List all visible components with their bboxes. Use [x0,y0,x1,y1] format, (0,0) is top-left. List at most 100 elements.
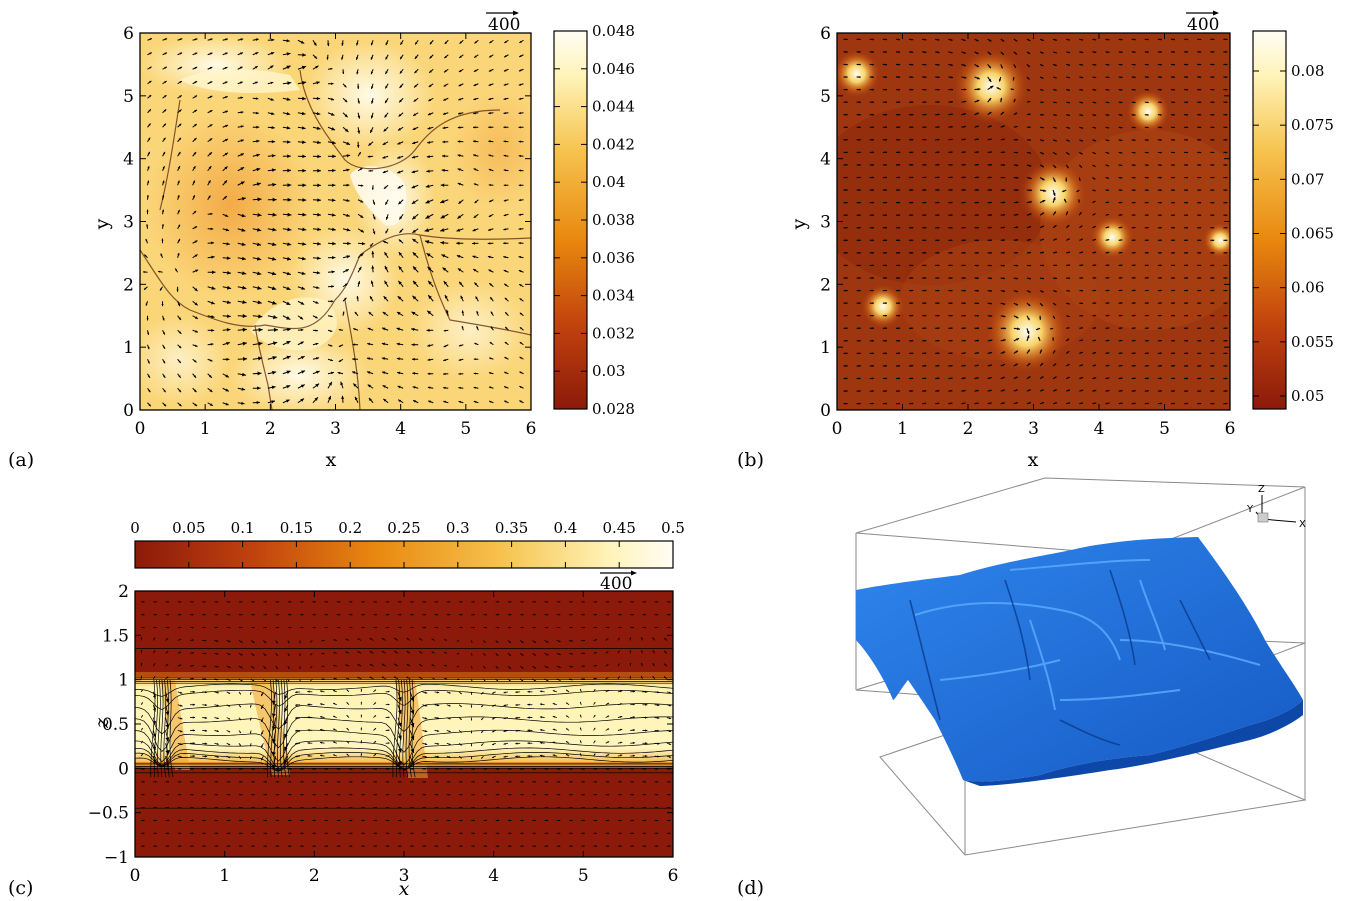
panel-a-vector-head [146,318,149,321]
panel-c-vector-head [570,768,573,770]
panel-b-vector-head [963,327,966,330]
panel-b-vector-head [1029,139,1031,141]
panel-b-vector-head [872,163,874,166]
panel-a-vector-head [178,389,182,393]
panel-b-vector-head [1133,327,1136,329]
panel-a-vector-head [194,66,198,70]
panel-c-vector-head [216,793,218,796]
panel-a-vector-head [242,285,247,290]
panel-b-vector-head [1160,63,1162,66]
panel-c-vector-head [276,641,278,644]
panel-c-vector-head [496,641,499,643]
panel-a-vector-head [518,213,522,216]
panel-b-vector-head [1173,164,1175,166]
panel-b-vector-head [845,189,848,191]
panel-c-vector-head [595,601,598,603]
panel-a-vector-head [443,329,446,332]
panel-a-vector-head [488,97,491,101]
panel-b-vector-head [1002,125,1005,128]
panel-a-vector-head [178,123,182,127]
panel-b-vector-head [1015,290,1018,293]
panel-a-vector-head [177,252,180,256]
panel-b-vector-head [963,189,966,191]
panel-c-vector-head [552,754,555,757]
panel-b-vector-head [924,151,927,154]
panel-a-vector-head [314,397,318,401]
panel-a-vector-head [400,42,403,45]
panel-b-vector-head [871,364,874,367]
panel-a-vector-head [473,183,477,186]
panel-c-vector-head [143,781,145,783]
panel-a-vector-head [354,311,358,315]
panel-b-vector-head [898,51,901,53]
panel-a-vector-head [257,197,262,202]
panel-b-vector-head [1120,38,1123,41]
panel-c-vector-head [424,717,428,720]
panel-b-vector-head [1212,251,1215,254]
panel-a-vector-head [178,224,181,228]
panel-c-vector-head [228,781,231,783]
panel-b-vector-head [1133,377,1136,380]
panel-c-vector-head [369,651,372,653]
panel-a-vector-head [331,140,336,145]
panel-b-vector-head [845,327,848,330]
panel-b-vector-head [1076,190,1079,192]
panel-c-vector-head [424,768,426,770]
panel-b-vector-head [1146,201,1149,204]
panel-a-vector-head [367,155,371,158]
panel-c-vector-head [216,652,219,655]
panel-c-vector-head [412,781,414,783]
panel-a-vector-head [271,400,275,404]
panel-a-vector-head [194,109,197,113]
panel-a-vector-head [211,328,215,332]
panel-b-vector-head [845,164,848,166]
panel-b-vector-head [937,163,940,166]
panel-a-vector-head [440,241,445,245]
panel-c-vector-head [191,626,194,629]
panel-a-vector-head [412,386,416,389]
panel-b-vector-head [1199,201,1202,204]
panel-c-vector-head [485,819,487,822]
panel-a-vector-head [256,182,261,186]
panel-c-vector-head [271,751,276,757]
panel-a-vector-head [473,386,476,389]
panel-b-vector-head [1186,51,1189,53]
panel-b-vector-head [872,101,874,104]
panel-a-vector-head [163,403,167,407]
panel-c-vector-head [387,781,390,783]
panel-b-vector-head [964,88,967,91]
panel-b-vector-head [1173,327,1175,330]
panel-c-vector-head [470,719,473,721]
panel-a-vector-head [444,55,447,59]
panel-b-vector-head [871,339,874,342]
panel-c-vector-head [473,806,475,809]
panel-a-vector-head [301,65,307,70]
panel-a-cb-tick-label: 0.03 [592,362,625,380]
panel-c-vector-head [508,666,511,669]
panel-b-vector-head [950,214,953,217]
panel-c-vector-head [558,601,561,603]
panel-b-vector-head [1160,251,1162,254]
panel-b-vector-head [1186,164,1188,166]
panel-c-vector-head [460,793,463,796]
panel-b-vector-head [1079,212,1082,214]
panel-a-vector-head [459,344,462,347]
panel-b-vector-head [1160,214,1162,217]
panel-a-vector-head [359,168,363,171]
panel-c-vector-head [192,742,196,745]
panel-c-vector-head [179,626,182,629]
panel-b-vector-head [1054,225,1057,228]
panel-a-vector-head [317,241,321,246]
panel-b-vector-head [1199,365,1202,367]
panel-c-vector-head [607,702,610,705]
panel-c-vector-head [460,806,463,809]
panel-c-vector-head [301,768,304,770]
panel-a-vector-head [161,238,164,241]
panel-a-vector-head [210,227,214,231]
panel-a-vector-head [328,381,332,386]
panel-c-vector-head [412,845,414,847]
panel-b-vector-head [1068,290,1070,292]
panel-a-vector-head [243,356,248,361]
panel-a-vector-head [255,52,259,55]
panel-b-vector-head [885,151,888,154]
